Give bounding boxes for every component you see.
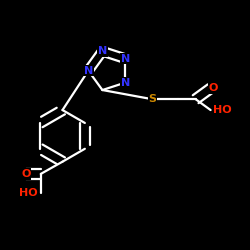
- Text: N: N: [84, 66, 93, 76]
- Text: HO: HO: [213, 105, 232, 115]
- Text: N: N: [120, 78, 130, 88]
- Text: HO: HO: [20, 188, 38, 198]
- Text: O: O: [21, 169, 30, 179]
- Text: N: N: [98, 46, 107, 56]
- Text: S: S: [148, 94, 156, 104]
- Text: N: N: [120, 54, 130, 64]
- Text: O: O: [209, 83, 218, 93]
